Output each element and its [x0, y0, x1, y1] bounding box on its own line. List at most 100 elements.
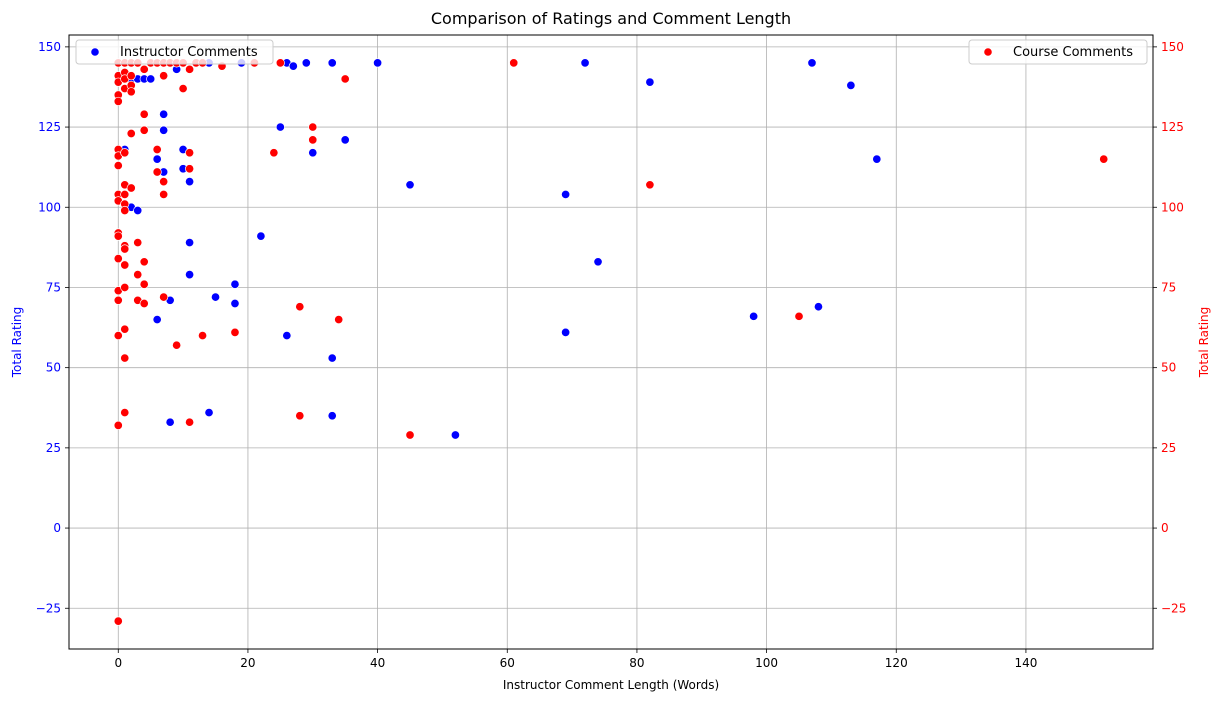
course-point — [198, 331, 208, 341]
y-right-tick-label: −25 — [1161, 601, 1186, 615]
instructor-point — [327, 353, 337, 363]
course-point — [120, 148, 130, 158]
instructor-point — [327, 411, 337, 421]
course-point — [120, 282, 130, 293]
course-point — [308, 122, 318, 132]
instructor-point — [159, 125, 169, 135]
instructor-point — [749, 311, 759, 321]
y-right-tick-label: 75 — [1161, 280, 1176, 294]
y-left-tick-label: 0 — [53, 521, 61, 535]
course-point — [159, 189, 169, 199]
course-point — [133, 270, 143, 280]
instructor-point — [561, 327, 571, 337]
instructor-point — [288, 61, 298, 71]
course-point — [113, 96, 123, 106]
data-points — [113, 58, 1109, 626]
y-right-tick-label: 100 — [1161, 200, 1184, 214]
x-tick-label: 100 — [755, 656, 778, 670]
course-point — [185, 148, 195, 158]
y-right-tick-label: 50 — [1161, 361, 1176, 375]
instructor-point — [230, 298, 240, 309]
course-point — [139, 257, 149, 267]
course-point — [152, 144, 162, 155]
course-point — [340, 74, 350, 84]
y-left-tick-label: 75 — [46, 280, 61, 294]
instructor-point — [593, 257, 603, 267]
instructor-point — [580, 58, 590, 68]
course-point — [159, 292, 169, 302]
y-left-tick-label: 150 — [38, 40, 61, 54]
instructor-point — [185, 270, 195, 280]
course-point — [152, 167, 162, 177]
x-tick-label: 0 — [114, 656, 122, 670]
y-left-tick-label: 125 — [38, 120, 61, 134]
y-right-tick-label: 0 — [1161, 521, 1169, 535]
instructor-point — [275, 122, 285, 132]
course-point — [120, 189, 130, 199]
course-point — [275, 58, 285, 68]
course-point — [120, 244, 130, 254]
course-point — [139, 125, 149, 135]
course-point — [139, 109, 149, 119]
instructor-point — [373, 58, 383, 68]
instructor-point — [846, 80, 856, 90]
y-left-tick-label: 25 — [46, 441, 61, 455]
course-point — [113, 161, 123, 171]
instructor-point — [204, 408, 214, 418]
instructor-point — [308, 148, 318, 158]
instructor-point — [872, 154, 882, 164]
instructor-point — [256, 231, 266, 241]
course-point — [113, 231, 123, 241]
y-left-tick-label: 50 — [46, 361, 61, 375]
course-point — [295, 411, 305, 421]
legend-marker-instructor — [90, 47, 100, 57]
instructor-point — [152, 314, 162, 325]
course-point — [308, 135, 318, 145]
axes: 0 20 40 60 80 100 120 140 −25 −25 0 0 25 25 50 50 75 75 10… — [36, 40, 1187, 670]
course-point — [113, 616, 123, 626]
instructor-point — [301, 58, 311, 68]
course-point — [113, 254, 123, 264]
instructor-point — [146, 74, 156, 84]
legend-box — [75, 39, 274, 65]
y-right-tick-label: 150 — [1161, 40, 1184, 54]
course-point — [269, 148, 279, 158]
course-point — [126, 128, 136, 139]
instructor-point — [152, 154, 162, 164]
course-point — [405, 430, 415, 440]
instructor-point — [133, 205, 143, 216]
x-tick-label: 80 — [629, 656, 644, 670]
course-point — [1099, 154, 1109, 164]
course-point — [645, 180, 655, 190]
course-point — [126, 183, 136, 193]
course-point — [185, 417, 195, 427]
course-point — [230, 327, 240, 337]
legend-marker-course — [983, 47, 993, 57]
course-point — [159, 177, 169, 187]
course-point — [120, 205, 130, 216]
y-axis-left-title: Total Rating — [10, 307, 24, 379]
course-point — [509, 58, 519, 68]
course-point — [295, 302, 305, 312]
course-point — [139, 279, 149, 289]
instructor-point — [405, 180, 415, 190]
course-point — [113, 295, 123, 305]
legend-label-instructor: Instructor Comments — [120, 45, 258, 60]
instructor-point — [282, 331, 292, 341]
course-point — [185, 64, 195, 74]
legend-instructor: Instructor Comments — [75, 39, 274, 65]
course-point — [113, 331, 123, 341]
course-point — [159, 71, 169, 81]
grid — [69, 35, 1153, 649]
course-point — [113, 420, 123, 430]
y-left-tick-label: −25 — [36, 601, 61, 615]
x-tick-label: 120 — [885, 656, 908, 670]
instructor-point — [813, 302, 824, 312]
course-point — [120, 408, 130, 418]
instructor-point — [340, 135, 350, 145]
x-axis-title: Instructor Comment Length (Words) — [503, 678, 719, 692]
y-left-tick-label: 100 — [38, 200, 61, 214]
course-point — [185, 164, 195, 174]
course-point — [126, 71, 136, 81]
